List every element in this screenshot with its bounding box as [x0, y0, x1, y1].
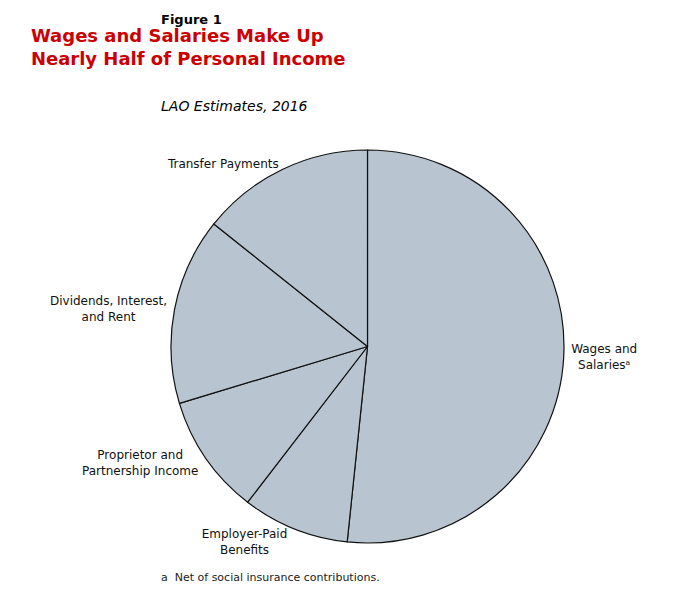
svg-text:Dividends, Interest,and Rent: Dividends, Interest,and Rent	[50, 294, 167, 324]
svg-text:Wages andSalariesᵃ: Wages andSalariesᵃ	[571, 342, 637, 372]
svg-text:a Net of social insurance con: a Net of social insurance contributions.	[161, 571, 380, 584]
svg-text:Proprietor andPartnership Inco: Proprietor andPartnership Income	[82, 448, 198, 478]
svg-text:Transfer Payments: Transfer Payments	[167, 157, 279, 171]
svg-text:Figure 1: Figure 1	[161, 12, 222, 27]
svg-text:LAO Estimates, 2016: LAO Estimates, 2016	[161, 98, 308, 114]
svg-text:Wages and Salaries Make UpNear: Wages and Salaries Make UpNearly Half of…	[31, 25, 346, 69]
svg-text:Employer-PaidBenefits: Employer-PaidBenefits	[202, 527, 288, 557]
